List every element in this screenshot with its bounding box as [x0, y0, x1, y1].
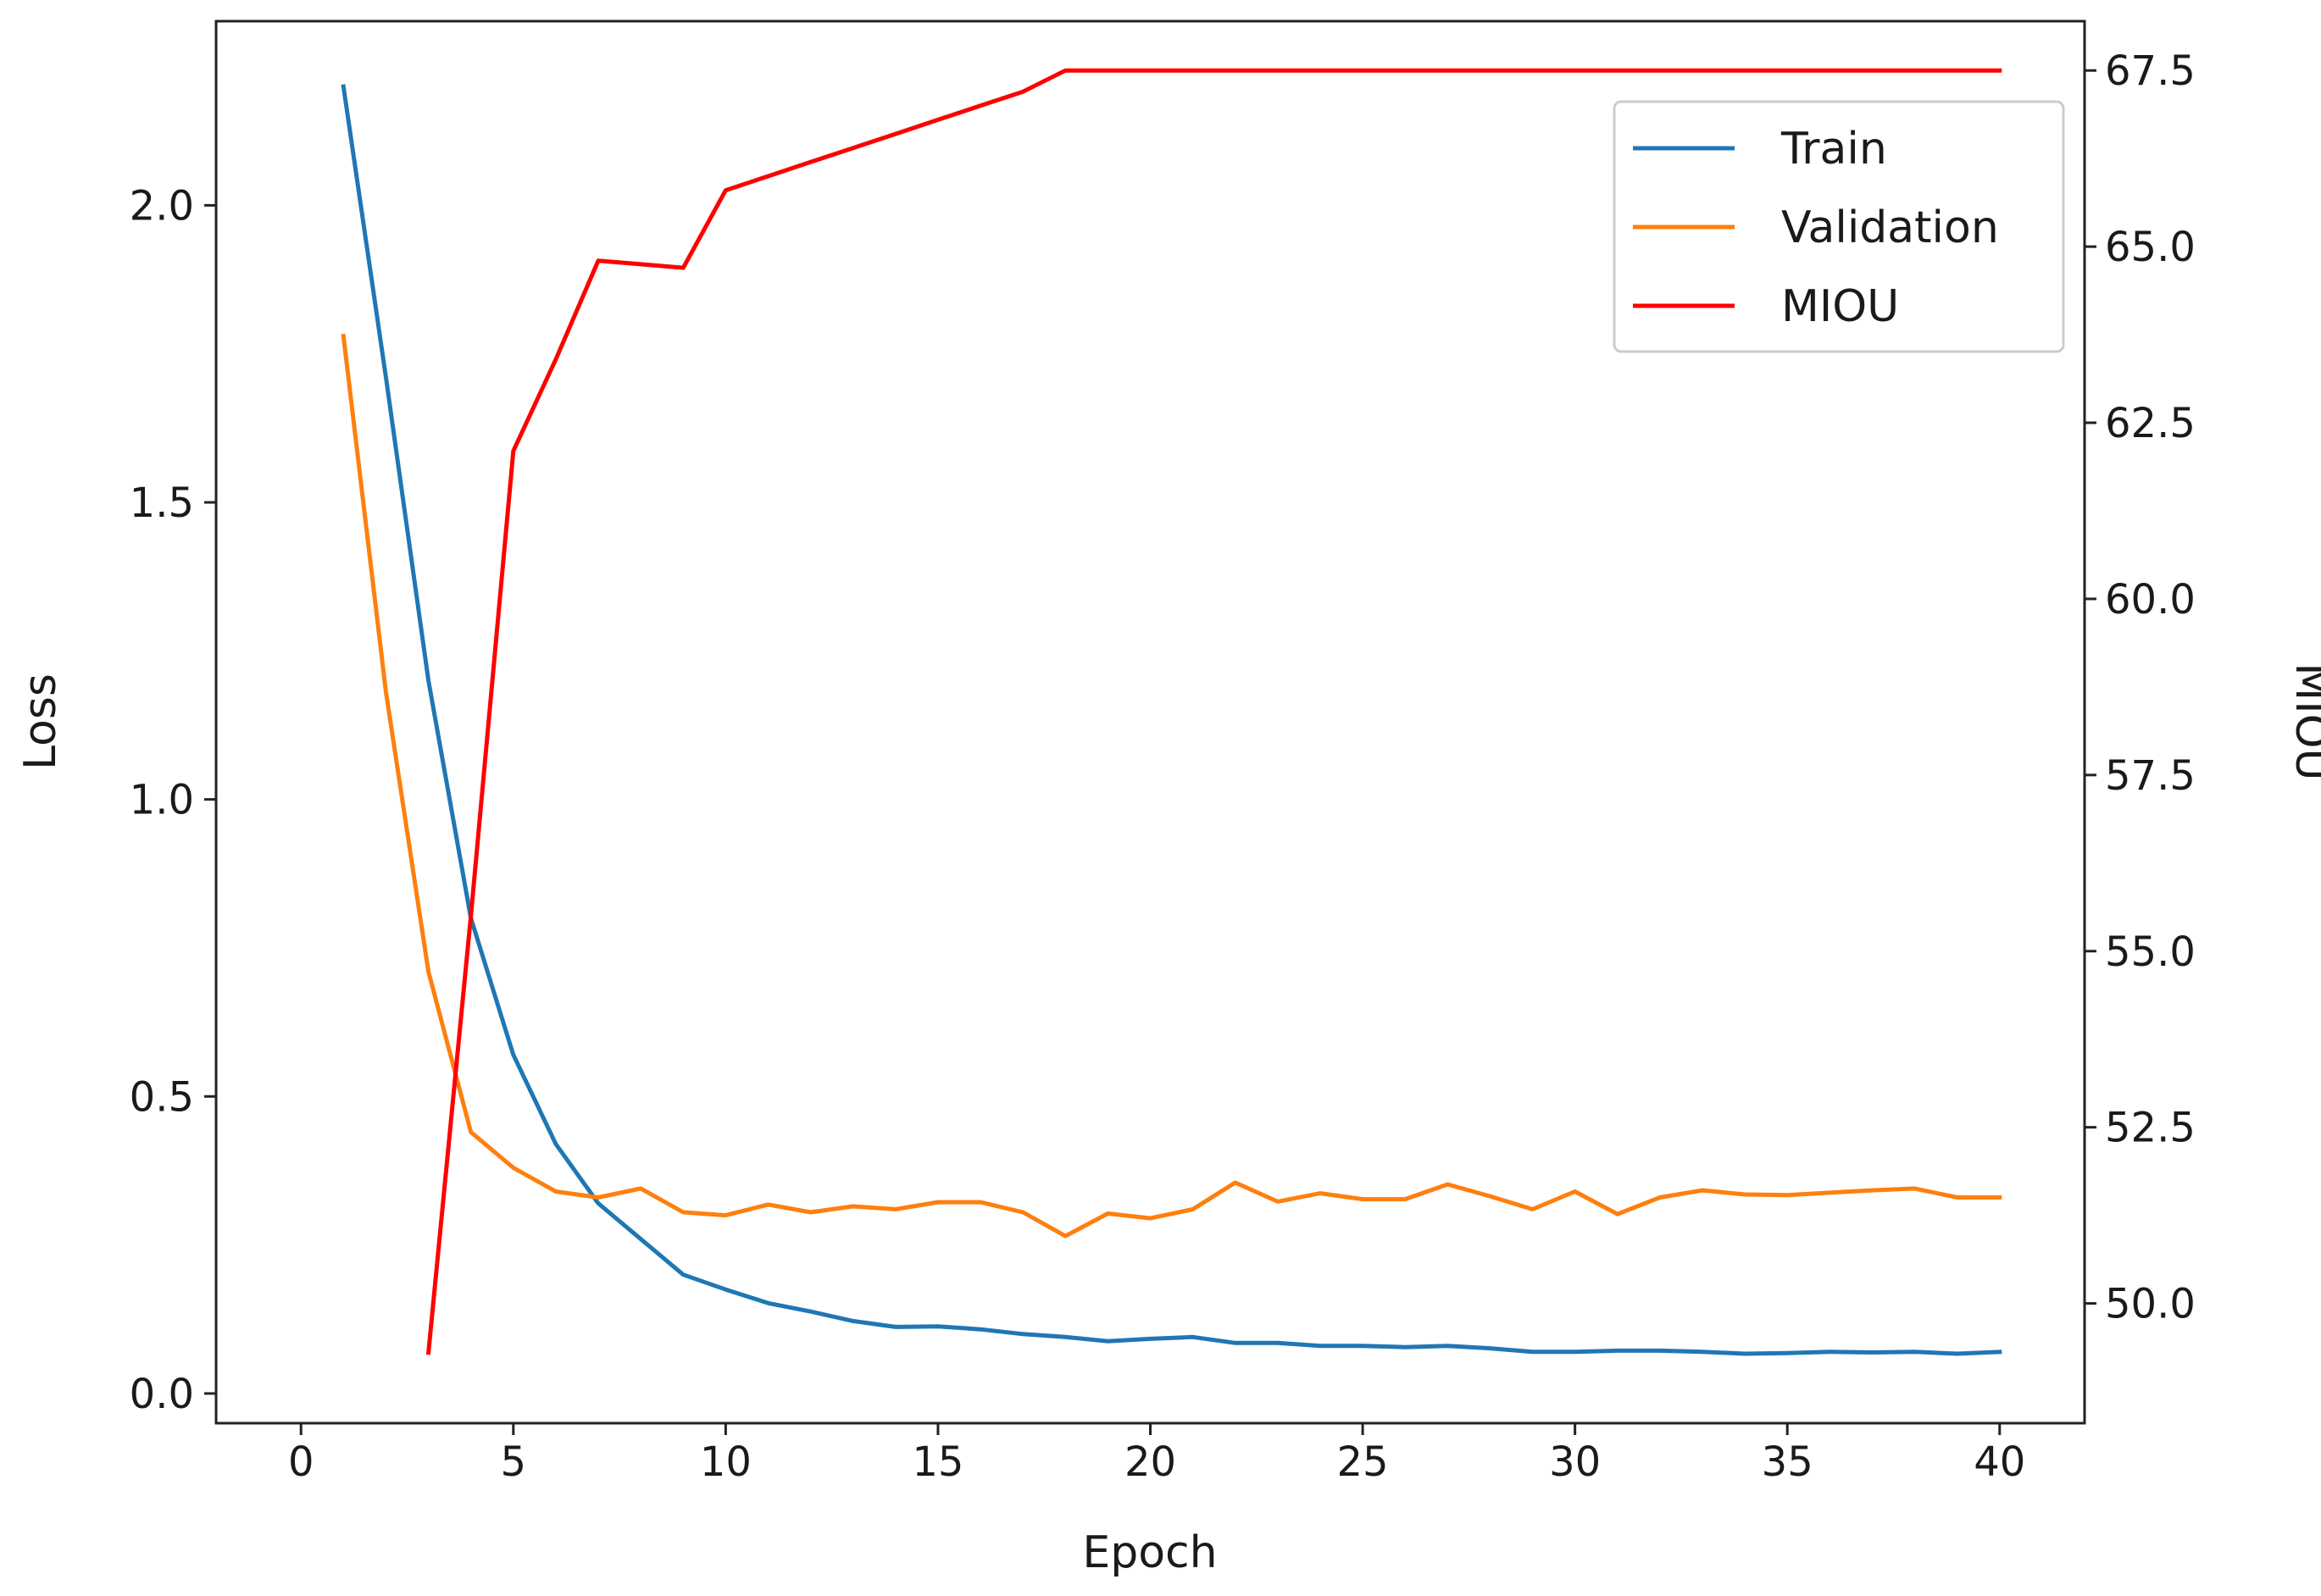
- y-tick-label: 1.0: [130, 777, 194, 824]
- y2-tick-label: 57.5: [2105, 752, 2196, 800]
- legend-label-miou: MIOU: [1781, 281, 1899, 332]
- x-axis-ticks: 0 5 10 15 20 25 30 35 40: [288, 1423, 2025, 1486]
- y2-tick-label: 67.5: [2105, 47, 2196, 95]
- x-tick-label: 20: [1124, 1438, 1176, 1486]
- y2-tick-label: 50.0: [2105, 1281, 2196, 1328]
- legend: Train Validation MIOU: [1613, 100, 2065, 353]
- y2-axis-label: MIOU: [2285, 662, 2321, 780]
- series-line-miou: [425, 68, 2002, 1355]
- x-tick-label: 15: [912, 1438, 963, 1486]
- legend-label-validation: Validation: [1781, 202, 1999, 253]
- y2-tick-label: 60.0: [2105, 576, 2196, 623]
- x-tick-label: 30: [1549, 1438, 1601, 1486]
- legend-box: [1613, 100, 2065, 353]
- y-tick-label: 2.0: [130, 182, 194, 230]
- y-tick-label: 1.5: [130, 479, 194, 527]
- y-tick-label: 0.0: [130, 1371, 194, 1418]
- x-tick-label: 0: [288, 1438, 314, 1486]
- x-tick-label: 10: [700, 1438, 752, 1486]
- legend-label-train: Train: [1780, 124, 1887, 175]
- x-axis-label: Epoch: [1082, 1527, 1217, 1578]
- series-lines: [341, 68, 2002, 1356]
- y-axis-label: Loss: [15, 673, 66, 770]
- y2-tick-label: 55.0: [2105, 928, 2196, 976]
- y2-tick-label: 62.5: [2105, 400, 2196, 447]
- x-tick-label: 5: [501, 1438, 527, 1486]
- y-tick-label: 0.5: [130, 1073, 194, 1121]
- x-tick-label: 40: [1974, 1438, 2025, 1486]
- x-tick-label: 25: [1337, 1438, 1389, 1486]
- series-line-validation: [341, 333, 2002, 1239]
- x-tick-label: 35: [1762, 1438, 1813, 1486]
- y-axis-ticks: 0.0 0.5 1.0 1.5 2.0: [130, 182, 216, 1418]
- series-line-train: [341, 84, 2002, 1356]
- y2-tick-label: 65.0: [2105, 224, 2196, 271]
- y2-axis-ticks: 50.0 52.5 55.0 57.5 60.0 62.5 65.0 67.5: [2085, 47, 2196, 1328]
- y2-tick-label: 52.5: [2105, 1105, 2196, 1152]
